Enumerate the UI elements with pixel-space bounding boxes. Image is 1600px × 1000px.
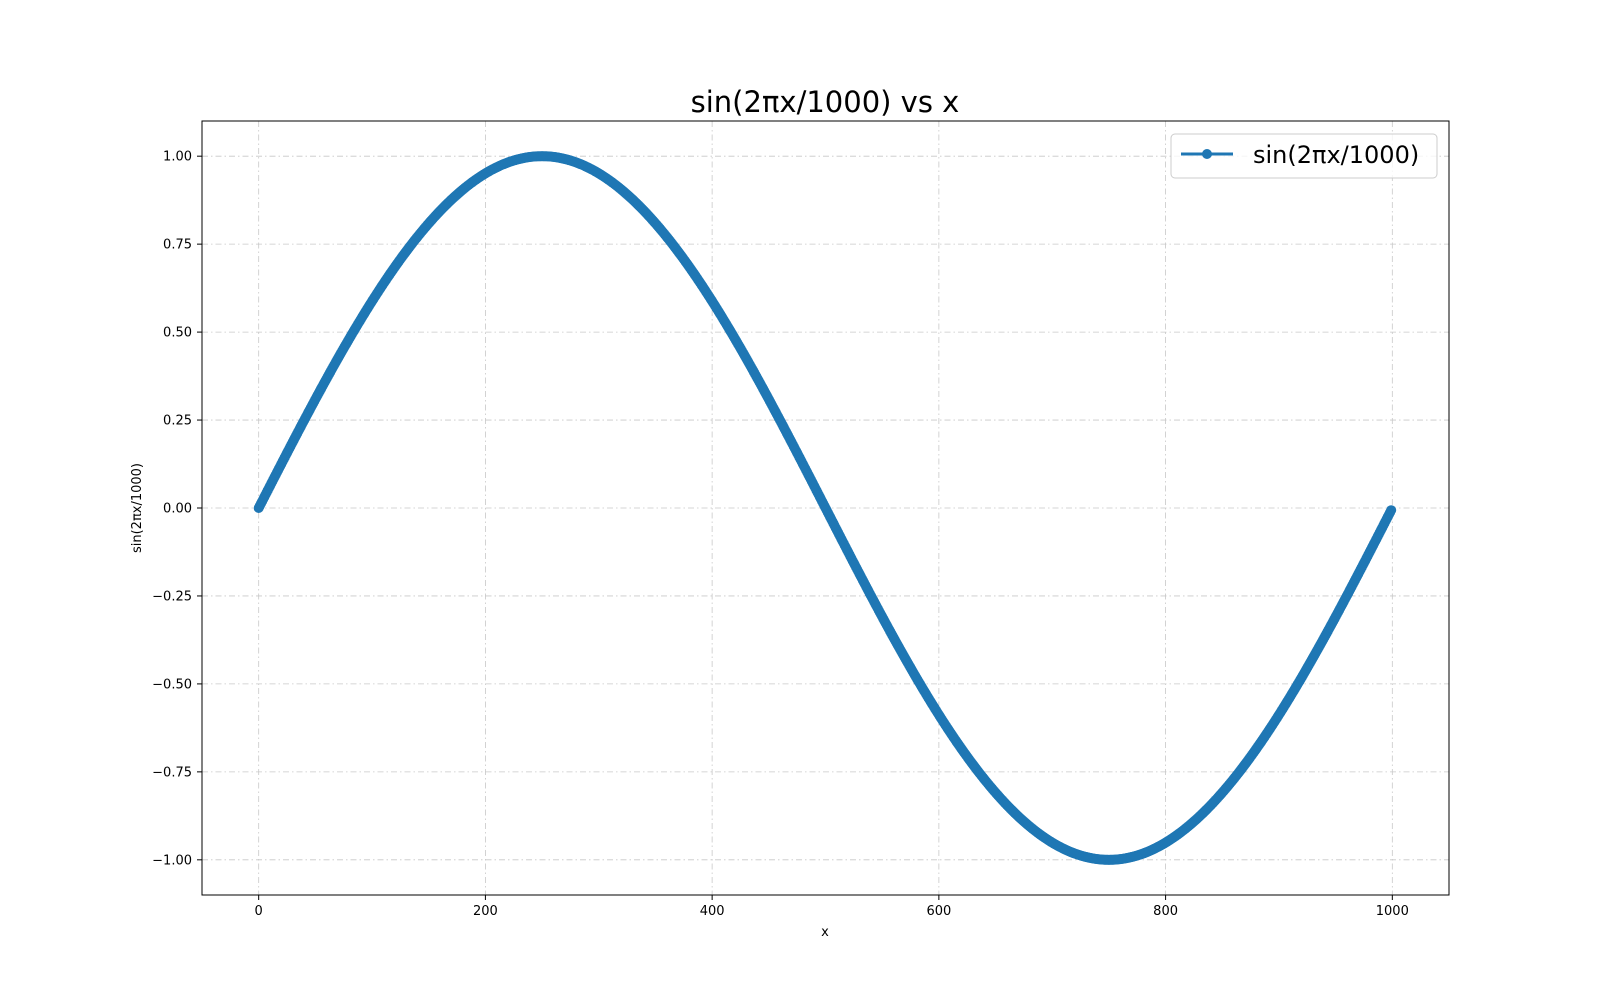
y-tick-label: −0.75 <box>152 765 192 780</box>
x-tick-label: 0 <box>255 904 263 919</box>
chart-title: sin(2πx/1000) vs x <box>691 85 960 119</box>
legend-box <box>1170 133 1438 179</box>
legend-marker-swatch <box>1202 149 1212 159</box>
y-tick-label: −0.25 <box>152 589 192 604</box>
legend: sin(2πx/1000) <box>1170 133 1438 179</box>
y-axis-label: sin(2πx/1000) <box>130 463 145 553</box>
y-tick-label: 0.00 <box>163 502 192 517</box>
x-tick-label: 200 <box>473 904 498 919</box>
data-point <box>1386 505 1397 516</box>
legend-label: sin(2πx/1000) <box>1253 141 1419 169</box>
y-tick-label: −0.50 <box>152 677 192 692</box>
x-tick-label: 800 <box>1153 904 1178 919</box>
x-tick-label: 1000 <box>1376 904 1409 919</box>
y-tick-label: 1.00 <box>163 150 192 165</box>
x-axis-ticks: 0 200 400 600 800 1000 <box>255 895 1409 919</box>
x-axis-label: x <box>821 925 829 940</box>
y-tick-label: 0.50 <box>163 326 192 341</box>
y-tick-label: 0.75 <box>163 238 192 253</box>
y-axis-ticks: −1.00 −0.75 −0.50 −0.25 0.00 0.25 0.50 0.75 1.00 <box>152 150 202 868</box>
x-tick-label: 400 <box>700 904 725 919</box>
series-markers <box>253 151 1397 865</box>
x-tick-label: 600 <box>926 904 951 919</box>
y-tick-label: −1.00 <box>152 853 192 868</box>
series-group <box>253 151 1397 865</box>
y-tick-label: 0.25 <box>163 414 192 429</box>
